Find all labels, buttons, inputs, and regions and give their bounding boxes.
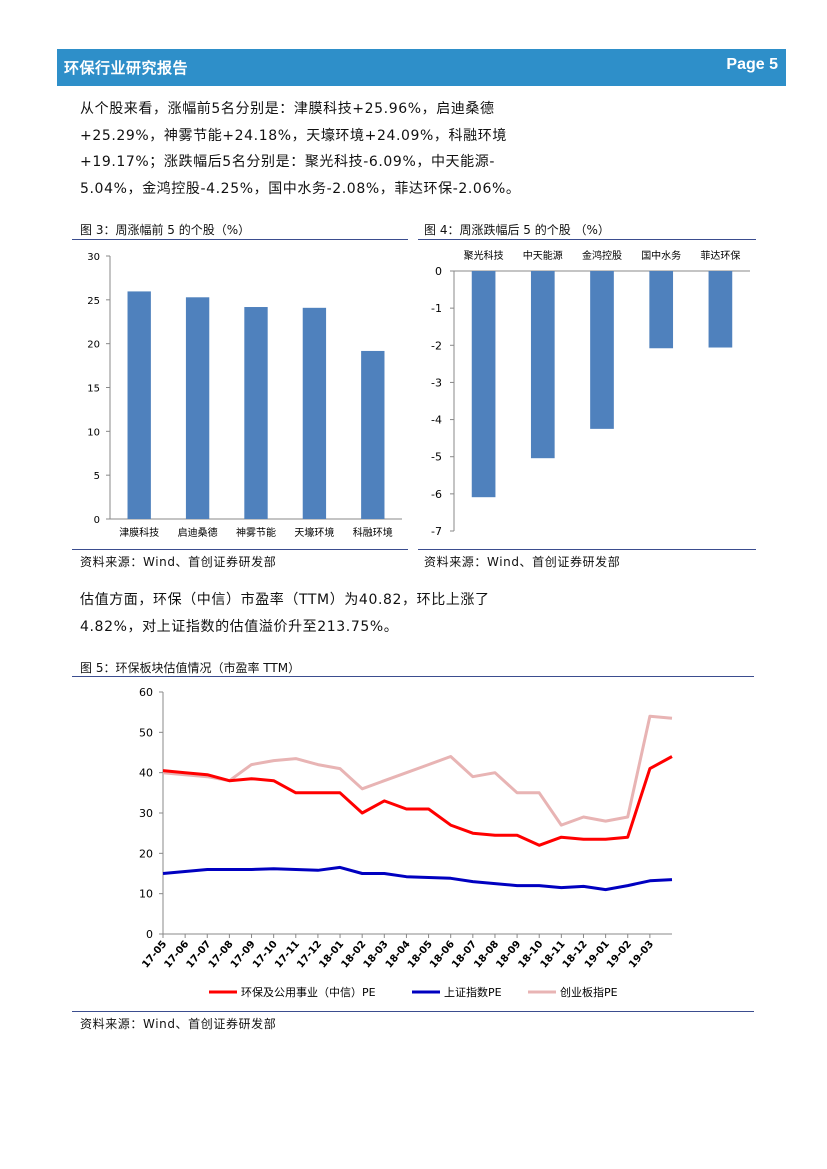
figure4-top-rule <box>418 239 756 240</box>
y-tick-label: 5 <box>94 471 100 482</box>
legend-label: 环保及公用事业（中信）PE <box>241 985 376 999</box>
figure5-bottom-rule <box>72 1011 754 1012</box>
figure4-source: 资料来源：Wind、首创证券研发部 <box>424 555 621 569</box>
y-tick-label: 30 <box>87 252 100 263</box>
figure3-bottom-rule <box>72 549 408 550</box>
bar <box>185 297 210 519</box>
x-category-label: 津膜科技 <box>119 526 159 539</box>
figure3-top-rule <box>72 239 408 240</box>
y-tick-label: -4 <box>431 414 442 427</box>
x-tick-label: 19-03 <box>627 939 656 971</box>
y-tick-label: 40 <box>139 767 153 780</box>
paragraph-stocks: 从个股来看，涨幅前5名分别是：津膜科技+25.96%，启迪桑德 +25.29%，… <box>80 96 520 202</box>
series-line <box>162 714 673 827</box>
report-header: 环保行业研究报告 Page 5 <box>57 49 786 86</box>
figure4-bottom-rule <box>418 549 756 550</box>
x-category-label: 中天能源 <box>523 249 563 262</box>
paragraph-line: +19.17%；涨跌幅后5名分别是：聚光科技-6.09%，中天能源- <box>80 154 495 170</box>
x-category-label: 金鸿控股 <box>582 249 622 262</box>
bar <box>649 271 674 349</box>
paragraph-line: +25.29%，神雾节能+24.18%，天壕环境+24.09%，科融环境 <box>80 127 507 144</box>
y-tick-label: -1 <box>431 302 442 315</box>
x-category-label: 菲达环保 <box>700 249 740 262</box>
top5-gainers-bar-chart: 0 5 10 15 20 25 30 津膜科技 启迪桑德 神雾节能 天壕环境 科融环境 <box>87 252 402 539</box>
figure3-title: 图 3：周涨幅前 5 的个股（%） <box>80 223 251 237</box>
x-category-label: 国中水务 <box>641 249 681 262</box>
figure3-chart: 0 5 10 15 20 25 30 津膜科技 启迪桑德 神雾节能 天壕环境 科融环境 <box>72 240 412 548</box>
bar <box>708 271 733 348</box>
bar <box>244 307 268 519</box>
x-category-label: 启迪桑德 <box>178 526 218 539</box>
y-tick-label: 15 <box>87 384 100 395</box>
y-tick-label: 10 <box>87 427 100 438</box>
y-tick-label: -6 <box>431 488 442 501</box>
legend-label: 创业板指PE <box>560 985 618 999</box>
bottom5-losers-bar-chart: 0 -1 -2 -3 -4 -5 -6 -7 聚光科技 中天能源 金鸿控股 国中水务 菲达环保 <box>431 249 750 538</box>
page-number: Page 5 <box>726 56 778 73</box>
paragraph-line: 5.04%，金鸿控股-4.25%，国中水务-2.08%，菲达环保-2.06%。 <box>80 180 521 197</box>
paragraph-line: 从个股来看，涨幅前5名分别是：津膜科技+25.96%，启迪桑德 <box>80 101 495 117</box>
figure5-source: 资料来源：Wind、首创证券研发部 <box>80 1017 277 1031</box>
report-title: 环保行业研究报告 <box>64 59 189 77</box>
y-tick-label: 0 <box>146 928 153 941</box>
series-line <box>162 755 673 847</box>
bar <box>361 350 385 519</box>
y-tick-label: -2 <box>431 339 442 352</box>
y-tick-label: -7 <box>431 525 442 538</box>
y-tick-label: 25 <box>87 296 100 307</box>
x-category-label: 天壕环境 <box>294 526 334 539</box>
figure4-chart: 0 -1 -2 -3 -4 -5 -6 -7 聚光科技 中天能源 金鸿控股 国中水务 菲达环保 <box>418 240 758 548</box>
bar <box>127 291 151 519</box>
y-tick-label: 20 <box>139 847 153 860</box>
y-tick-label: 20 <box>87 340 100 351</box>
y-tick-label: -3 <box>431 376 442 389</box>
x-category-label: 神雾节能 <box>236 526 276 539</box>
x-category-label: 科融环境 <box>353 526 393 539</box>
figure5-title: 图 5：环保板块估值情况（市盈率 TTM） <box>80 661 301 675</box>
figure5-chart: 0 10 20 30 40 50 60 17-05 17-06 17-07 17-08 17-09 17… <box>72 677 754 1011</box>
y-tick-label: 30 <box>139 807 153 820</box>
x-category-label: 聚光科技 <box>464 249 504 262</box>
bar <box>590 271 614 429</box>
pe-valuation-line-chart: 010203040506017-0517-0617-0717-0817-0917… <box>139 686 673 999</box>
legend-label: 上证指数PE <box>444 985 502 999</box>
y-tick-label: 10 <box>139 888 153 901</box>
y-tick-label: -5 <box>431 451 442 464</box>
bar <box>302 307 327 519</box>
paragraph-line: 4.82%，对上证指数的估值溢价升至213.75%。 <box>80 618 399 635</box>
bar <box>530 271 555 459</box>
y-tick-label: 0 <box>94 515 100 526</box>
figure4-title: 图 4：周涨跌幅后 5 的个股 （%） <box>424 223 610 237</box>
y-tick-label: 0 <box>435 265 442 278</box>
paragraph-valuation: 估值方面，环保（中信）市盈率（TTM）为40.82，环比上涨了 4.82%，对上… <box>80 587 490 640</box>
bar <box>471 271 496 498</box>
figure5-top-rule <box>72 676 754 677</box>
y-tick-label: 60 <box>139 686 153 699</box>
series-line <box>162 865 673 892</box>
paragraph-line: 估值方面，环保（中信）市盈率（TTM）为40.82，环比上涨了 <box>80 592 490 608</box>
figure3-source: 资料来源：Wind、首创证券研发部 <box>80 555 277 569</box>
y-tick-label: 50 <box>139 726 153 739</box>
